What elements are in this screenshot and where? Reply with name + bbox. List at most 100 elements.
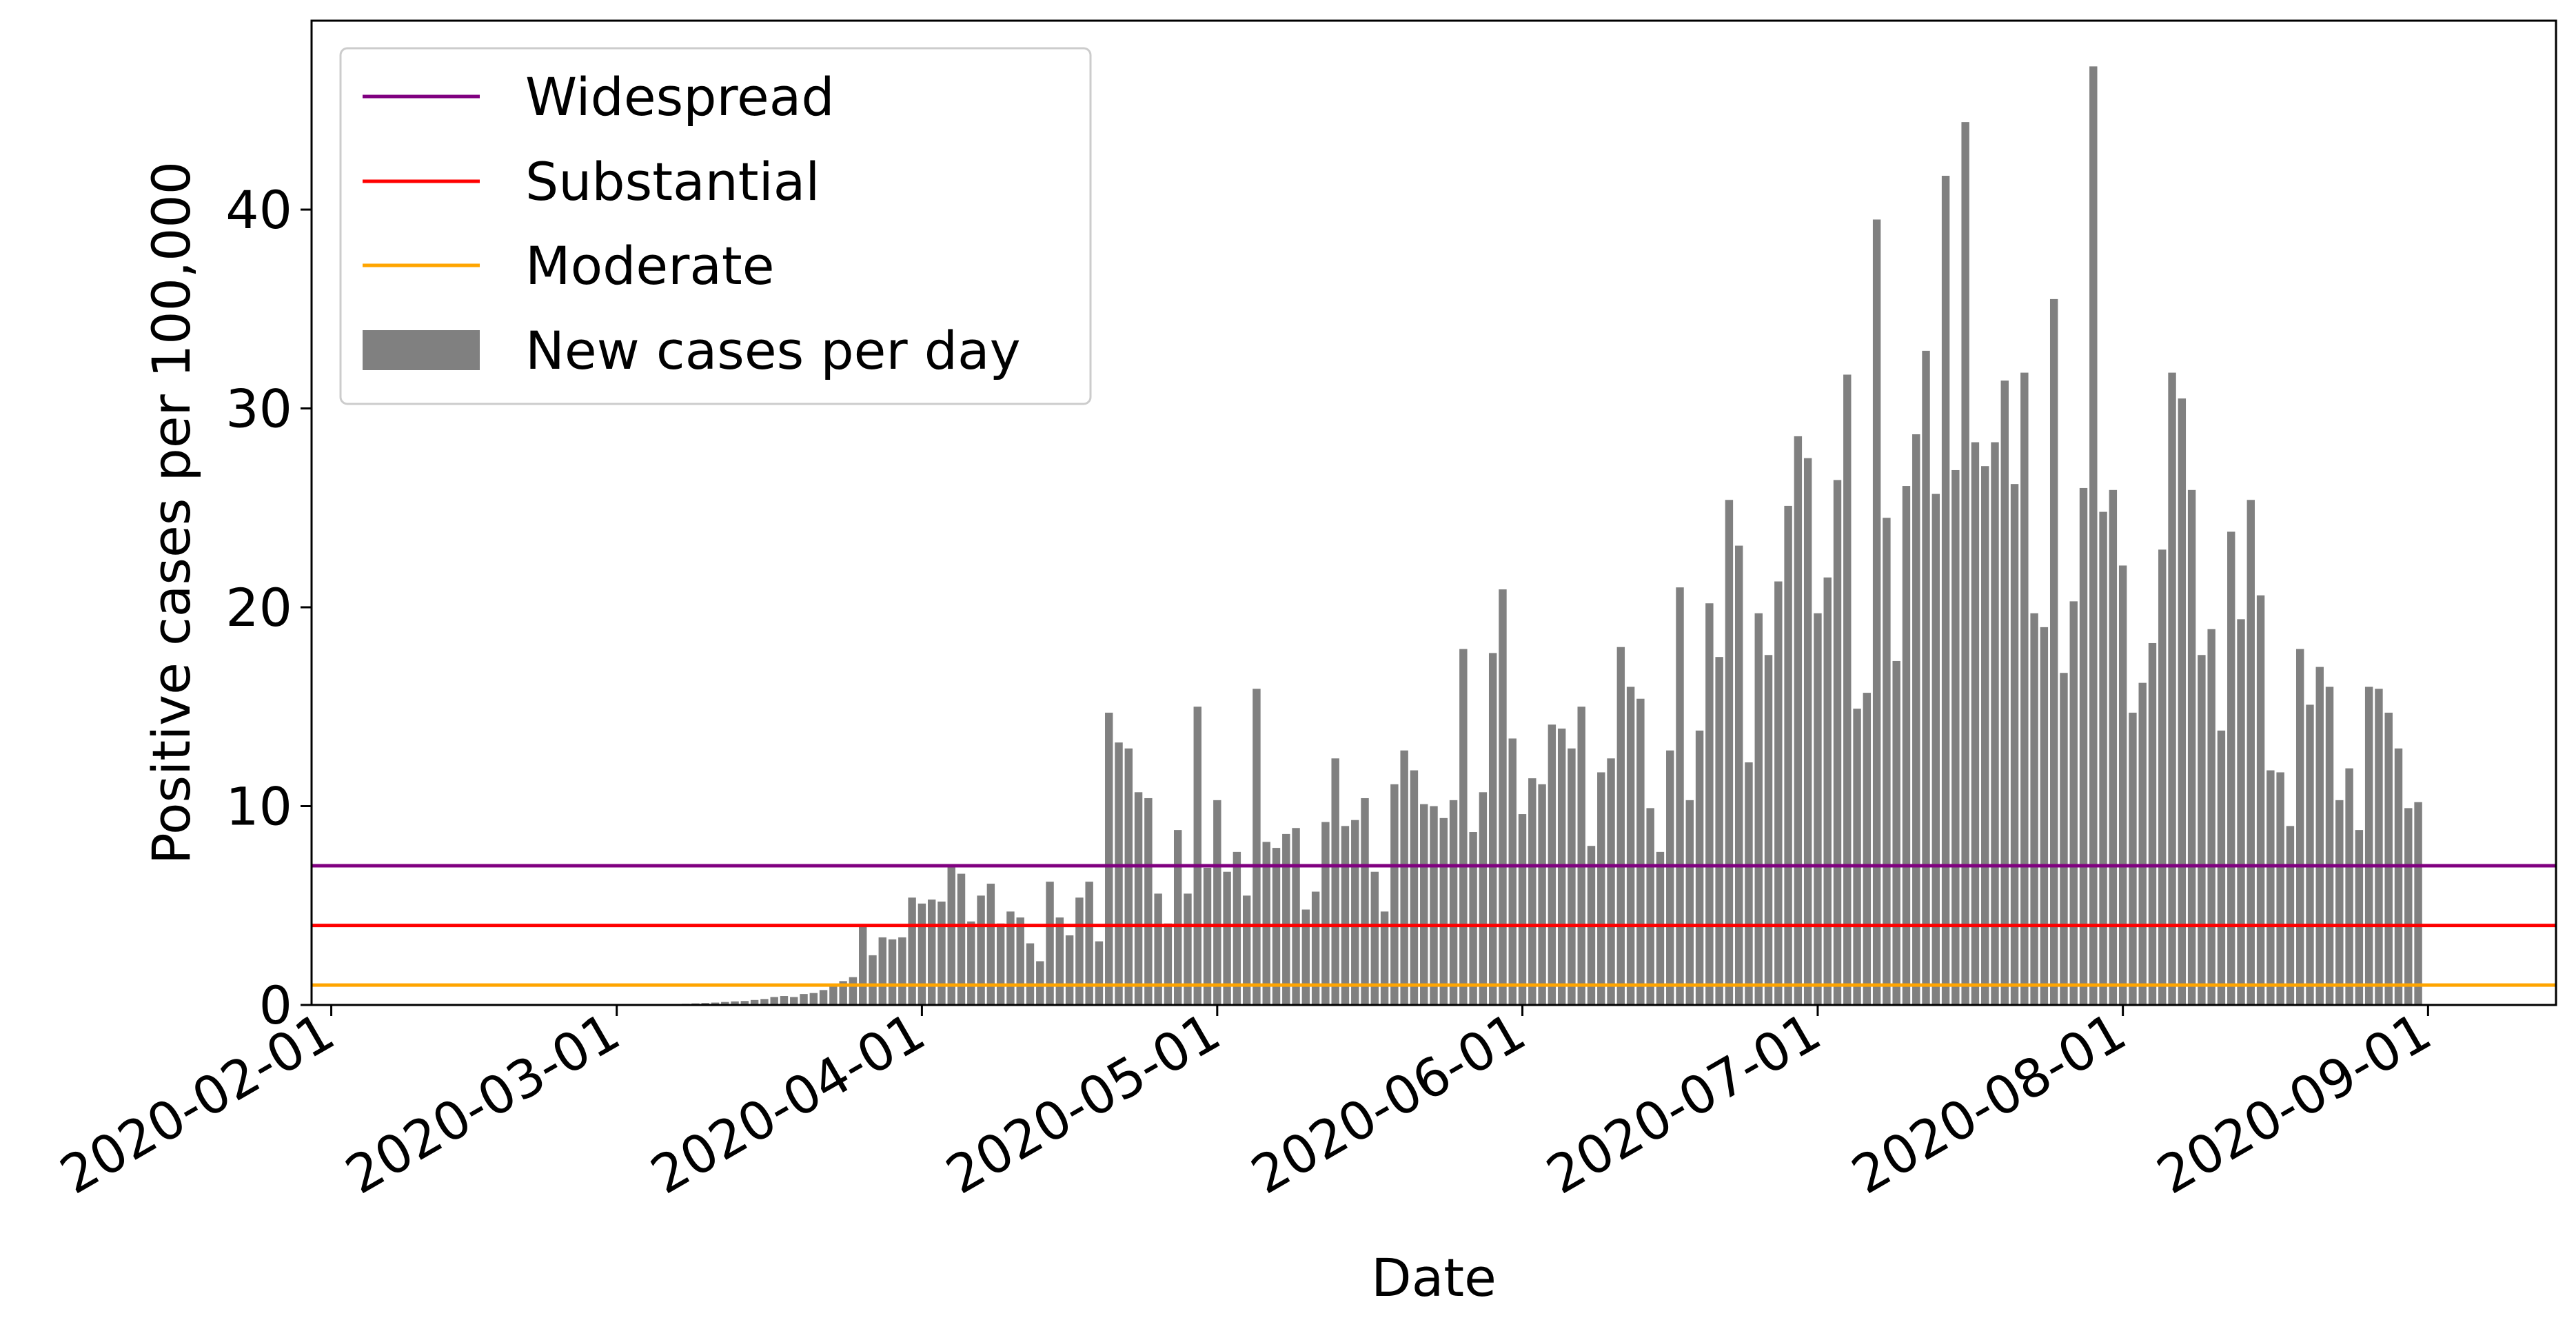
bar xyxy=(1528,778,1537,1005)
legend-label: Moderate xyxy=(525,235,774,296)
bar xyxy=(1193,707,1201,1005)
bar xyxy=(1656,851,1665,1005)
bar xyxy=(1331,758,1339,1005)
bar xyxy=(1803,458,1812,1005)
bar xyxy=(1597,772,1605,1005)
bar xyxy=(1410,770,1419,1005)
bar xyxy=(809,993,818,1005)
bar xyxy=(1065,935,1074,1005)
bar xyxy=(1715,657,1723,1005)
bar xyxy=(1105,712,1113,1005)
bar xyxy=(2394,748,2403,1005)
bar xyxy=(1725,500,1734,1005)
bar xyxy=(2138,682,2147,1005)
bar xyxy=(1745,762,1753,1005)
bar xyxy=(2040,627,2049,1005)
bar xyxy=(937,901,946,1005)
bar xyxy=(1892,660,1900,1005)
bar xyxy=(2384,712,2393,1005)
bar xyxy=(731,1001,739,1005)
bar xyxy=(1370,871,1379,1005)
bar xyxy=(1705,603,1714,1005)
bar xyxy=(2198,655,2206,1005)
bar xyxy=(711,1002,720,1005)
legend: Widespread Substantial Moderate New cases p… xyxy=(339,47,1092,405)
y-tick-label: 10 xyxy=(225,776,292,837)
x-tick-label: 2020-03-01 xyxy=(336,1001,630,1206)
bar xyxy=(829,985,838,1005)
bar xyxy=(1292,828,1300,1005)
bar xyxy=(760,999,769,1005)
bar xyxy=(1843,374,1852,1005)
bar xyxy=(2030,613,2038,1005)
bar xyxy=(927,900,936,1005)
bar xyxy=(800,994,808,1005)
bar xyxy=(770,997,778,1005)
bar xyxy=(1223,871,1231,1005)
bar xyxy=(1242,895,1251,1005)
bar xyxy=(1902,486,1911,1005)
bar xyxy=(2404,808,2413,1005)
bar xyxy=(878,937,886,1005)
bar xyxy=(859,925,867,1005)
bar xyxy=(1961,122,1969,1005)
bar xyxy=(986,884,995,1005)
bar xyxy=(2355,830,2364,1005)
bar xyxy=(1115,742,1123,1005)
bar xyxy=(1676,587,1684,1005)
bar xyxy=(1341,826,1350,1005)
bar xyxy=(2286,826,2295,1005)
bar xyxy=(839,981,847,1005)
bar xyxy=(1508,738,1517,1005)
bar xyxy=(2315,667,2324,1005)
bar xyxy=(1134,792,1143,1005)
bar xyxy=(1607,758,1615,1005)
bar xyxy=(917,903,926,1005)
bar xyxy=(1666,750,1674,1005)
y-tick-label: 0 xyxy=(259,975,292,1036)
x-tick-label: 2020-02-01 xyxy=(50,1001,345,1206)
bar xyxy=(1863,693,1872,1005)
bar xyxy=(1203,867,1212,1005)
bar xyxy=(1814,613,1822,1005)
bar xyxy=(1036,961,1044,1005)
bar xyxy=(1311,891,1320,1005)
bar xyxy=(967,921,975,1005)
bar xyxy=(2266,770,2275,1005)
bar xyxy=(2049,298,2058,1005)
bar xyxy=(2109,489,2118,1005)
bar xyxy=(1262,842,1270,1005)
bar xyxy=(1616,647,1625,1005)
bar xyxy=(1095,941,1104,1005)
bar xyxy=(1252,689,1261,1005)
bar xyxy=(1538,784,1546,1005)
bar xyxy=(1872,219,1881,1006)
x-tick-label: 2020-09-01 xyxy=(2147,1001,2441,1206)
bar xyxy=(2375,689,2383,1005)
bar xyxy=(1577,707,1585,1005)
bar xyxy=(780,996,789,1005)
bar xyxy=(1301,909,1310,1005)
x-tick-label: 2020-06-01 xyxy=(1241,1001,1536,1206)
bar xyxy=(849,977,858,1005)
x-axis-label: Date xyxy=(1371,1247,1497,1308)
bar xyxy=(2178,398,2187,1005)
legend-swatch-bars xyxy=(363,330,480,370)
bar xyxy=(1006,911,1015,1005)
legend-box xyxy=(339,47,1092,405)
bar xyxy=(2217,730,2226,1005)
bar xyxy=(2247,500,2255,1005)
bar xyxy=(2148,642,2157,1005)
bar xyxy=(1154,893,1162,1005)
bar xyxy=(1499,589,1507,1005)
bar xyxy=(1951,469,1960,1005)
bar xyxy=(1213,800,1221,1005)
bar xyxy=(1459,649,1468,1005)
bar xyxy=(2089,66,2098,1006)
plot-frame xyxy=(310,19,2557,1006)
bar xyxy=(1646,808,1654,1005)
bar xyxy=(2345,768,2353,1005)
bar xyxy=(1784,505,1792,1005)
bar xyxy=(2129,712,2137,1005)
